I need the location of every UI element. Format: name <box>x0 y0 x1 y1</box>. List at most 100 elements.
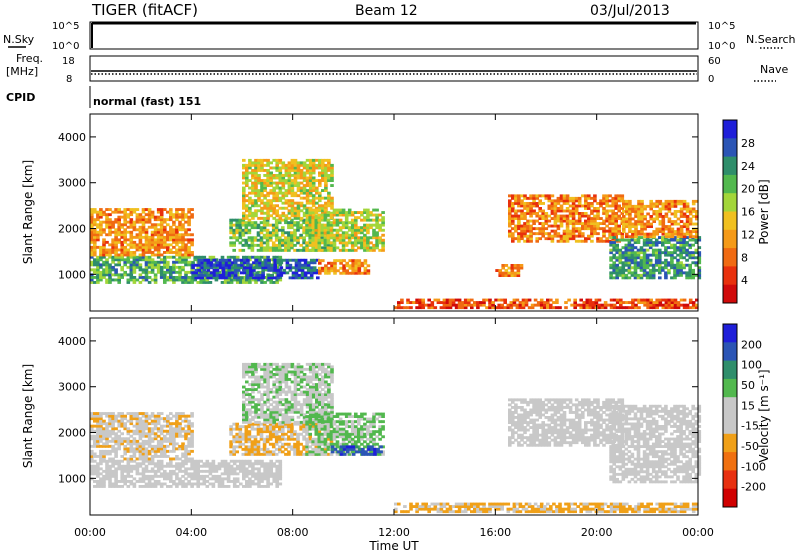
velocity-colorbar-swatch-6 <box>723 433 737 453</box>
velocity-colorbar-swatch-5 <box>723 415 737 435</box>
nsky-tick-bottom-right: 10^0 <box>708 41 735 52</box>
velocity-ytick-label-1: 2000 <box>58 427 86 440</box>
station-title: TIGER (fitACF) <box>91 1 198 19</box>
velocity-colorbar-tick-0: 200 <box>741 338 762 351</box>
freq-label: Freq. <box>16 52 43 65</box>
power-colorbar-label: Power [dB] <box>757 179 771 244</box>
power-ytick-label-3: 4000 <box>58 131 86 144</box>
velocity-region-3 <box>242 362 334 424</box>
nsky-label: N.Sky <box>3 33 35 46</box>
velocity-colorbar-swatch-9 <box>723 488 737 508</box>
velocity-region-1 <box>90 412 194 461</box>
velocity-ytick-label-2: 3000 <box>58 381 86 394</box>
velocity-heatmap <box>90 362 702 514</box>
power-region-6 <box>318 259 371 275</box>
velocity-colorbar-swatch-7 <box>723 452 737 471</box>
velocity-ylabel: Slant Range [km] <box>21 364 35 468</box>
time-tick-label-3: 12:00 <box>378 526 410 539</box>
velocity-colorbar-swatch-3 <box>723 378 737 398</box>
power-colorbar-frame <box>722 119 738 304</box>
time-axis-label: Time UT <box>368 539 419 553</box>
velocity-colorbar-label: Velocity [m s⁻¹] <box>757 369 771 462</box>
power-region-7 <box>495 264 524 277</box>
power-colorbar-tick-0: 28 <box>741 137 755 150</box>
velocity-region-4 <box>305 412 385 456</box>
freq-tick-top: 18 <box>62 56 75 67</box>
freq-panel <box>89 55 699 82</box>
power-colorbar-swatch-6 <box>723 229 737 249</box>
nave-label: Nave <box>760 63 788 76</box>
cpid-label: CPID <box>6 91 35 104</box>
time-tick-label-1: 04:00 <box>175 526 207 539</box>
velocity-colorbar-frame <box>722 323 738 508</box>
velocity-region-5 <box>330 445 383 456</box>
velocity-axes: 1000 2000 3000 4000 <box>58 318 699 515</box>
velocity-region-6 <box>508 398 625 447</box>
power-colorbar: 28 24 20 16 12 8 4 <box>722 119 755 304</box>
power-ytick-label-2: 3000 <box>58 177 86 190</box>
power-region-4 <box>242 158 334 220</box>
velocity-ytick-label-0: 1000 <box>58 472 86 485</box>
power-colorbar-swatch-0 <box>723 120 737 139</box>
power-colorbar-swatch-4 <box>723 193 737 212</box>
nsky-panel <box>89 21 699 50</box>
time-tick-label-4: 16:00 <box>479 526 511 539</box>
date-label: 03/Jul/2013 <box>590 3 670 19</box>
velocity-colorbar-tick-5: -50 <box>741 440 759 453</box>
power-colorbar-tick-3: 16 <box>741 206 755 219</box>
power-colorbar-swatch-8 <box>723 266 737 286</box>
power-colorbar-swatch-3 <box>723 174 737 194</box>
beam-label: Beam 12 <box>355 3 418 19</box>
nsearch-label: N.Search <box>746 33 796 46</box>
velocity-colorbar-tick-4: -15 <box>741 420 759 433</box>
velocity-ytick-label-3: 4000 <box>58 335 86 348</box>
power-colorbar-tick-4: 12 <box>741 228 755 241</box>
time-tick-label-2: 08:00 <box>277 526 309 539</box>
time-tick-label-6: 00:00 <box>682 526 714 539</box>
power-region-11 <box>394 298 699 310</box>
power-colorbar-tick-6: 4 <box>741 274 748 287</box>
velocity-colorbar-tick-7: -200 <box>741 481 766 494</box>
power-region-10 <box>622 199 699 239</box>
power-colorbar-swatch-9 <box>723 284 737 304</box>
velocity-colorbar-tick-6: -100 <box>741 460 766 473</box>
velocity-region-0 <box>90 459 283 488</box>
freq-unit: [MHz] <box>6 65 38 78</box>
cpid-value: normal (fast) 151 <box>93 95 201 108</box>
velocity-region-8 <box>394 502 699 514</box>
power-colorbar-swatch-7 <box>723 248 737 267</box>
power-colorbar-swatch-5 <box>723 211 737 231</box>
velocity-colorbar-tick-1: 100 <box>741 359 762 372</box>
power-region-5 <box>305 208 385 252</box>
power-region-8 <box>508 194 625 243</box>
nsky-tick-bottom-left: 10^0 <box>52 41 79 52</box>
power-axes: 1000 2000 3000 4000 <box>58 114 699 311</box>
power-ytick-label-0: 1000 <box>58 268 86 281</box>
power-heatmap <box>90 158 702 310</box>
power-colorbar-tick-1: 24 <box>741 160 755 173</box>
nsky-tick-top-left: 10^5 <box>52 21 79 32</box>
nave-tick-top: 60 <box>708 56 721 67</box>
power-colorbar-swatch-1 <box>723 138 737 158</box>
power-region-2 <box>90 208 194 257</box>
time-tick-label-5: 20:00 <box>581 526 613 539</box>
velocity-colorbar-swatch-4 <box>723 397 737 416</box>
velocity-colorbar-tick-3: 15 <box>741 399 755 412</box>
nave-tick-bottom: 0 <box>708 74 714 85</box>
velocity-region-7 <box>609 404 702 484</box>
velocity-colorbar-swatch-2 <box>723 360 737 380</box>
velocity-colorbar-swatch-8 <box>723 470 737 490</box>
power-colorbar-swatch-2 <box>723 156 737 176</box>
power-region-9 <box>609 236 702 280</box>
power-ylabel: Slant Range [km] <box>21 160 35 264</box>
power-region-1 <box>191 258 320 280</box>
power-ytick-label-1: 2000 <box>58 223 86 236</box>
nsky-tick-top-right: 10^5 <box>708 21 735 32</box>
power-colorbar-tick-2: 20 <box>741 183 755 196</box>
velocity-colorbar-swatch-1 <box>723 342 737 362</box>
freq-tick-bottom: 8 <box>66 74 72 85</box>
time-tick-label-0: 00:00 <box>74 526 106 539</box>
time-axis-ticks: 00:00 04:00 08:00 12:00 16:00 20:00 00:00 <box>74 526 714 539</box>
power-colorbar-tick-5: 8 <box>741 251 748 264</box>
